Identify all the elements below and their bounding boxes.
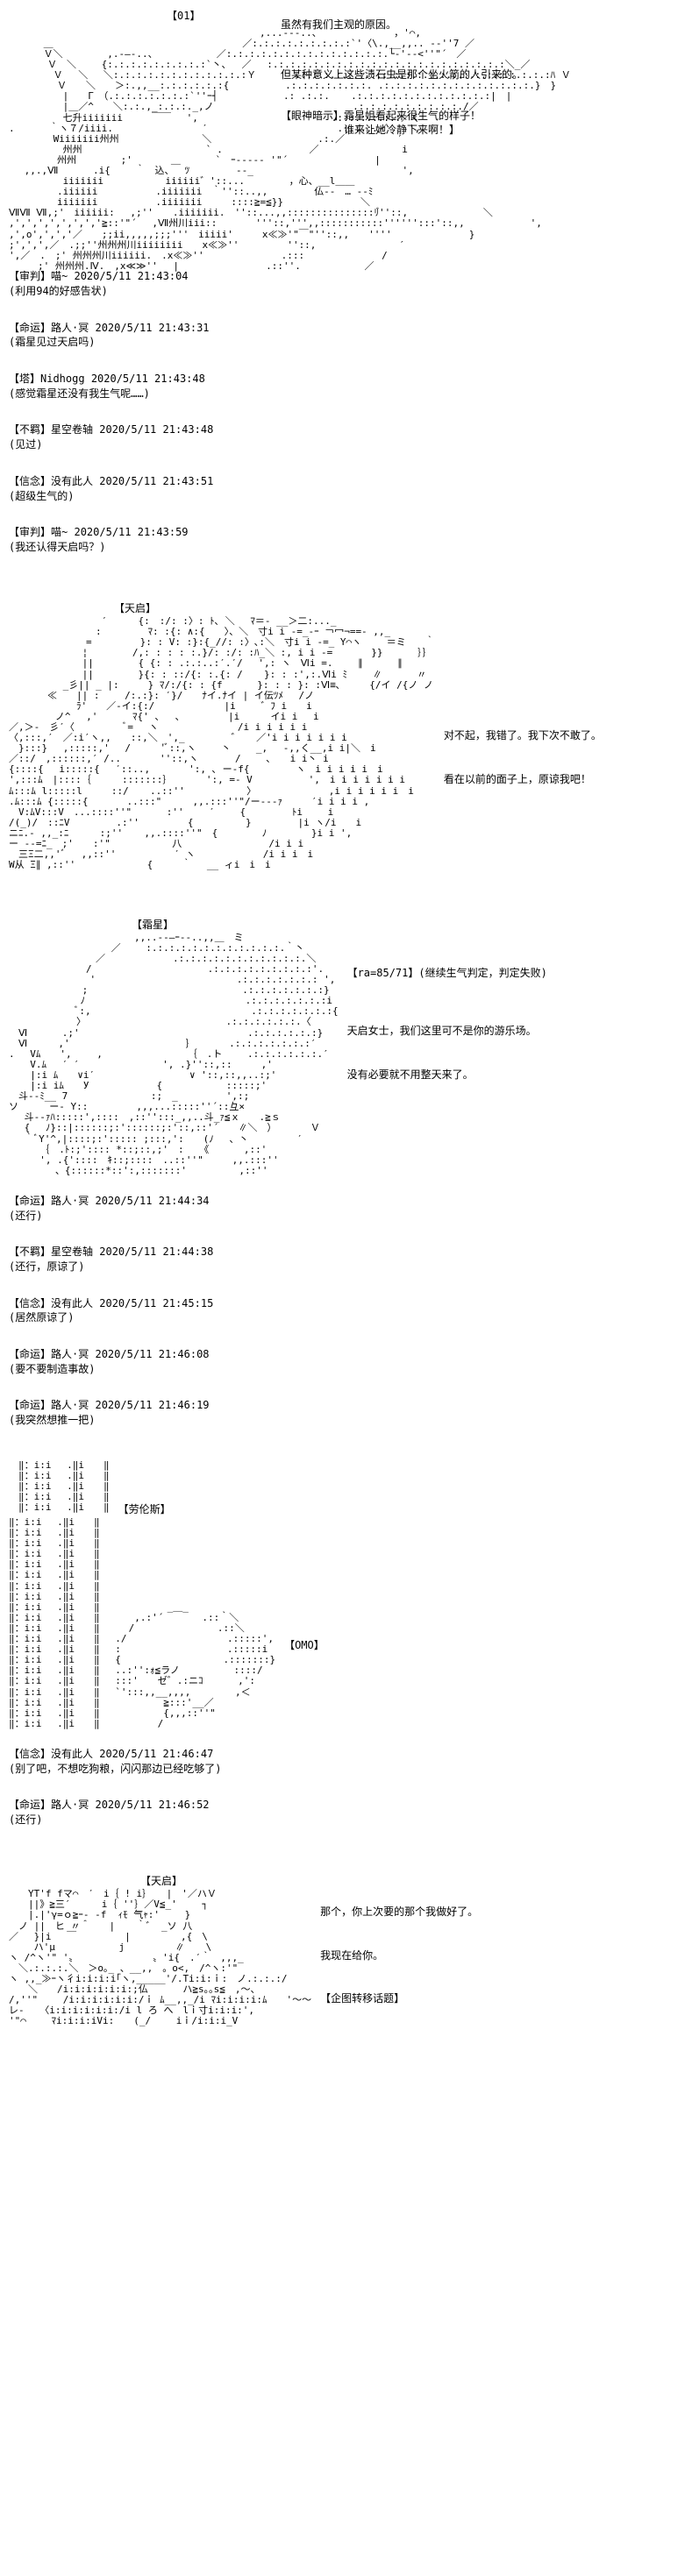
comment-tag: 【审判】喵~ — [9, 270, 68, 282]
comment-meta: 2020/5/11 21:43:59 — [74, 526, 188, 538]
comment-text: (还行) — [9, 1813, 42, 1826]
dialogue-2-1: 对不起，我错了。我下次不敢了。 — [444, 728, 602, 743]
comment-tag: 【命运】路人·冥 — [9, 1399, 89, 1411]
comment-text: (我突然想推一把) — [9, 1414, 95, 1426]
comments-block-1: 【审判】喵~ 2020/5/11 21:43:04 (利用94的好感告状) 【命运… — [9, 269, 683, 555]
comment-meta: 2020/5/11 21:43:31 — [95, 322, 209, 334]
comment-text: (我还认得天启吗？) — [9, 541, 105, 553]
comment-meta: 2020/5/11 21:46:47 — [99, 1748, 213, 1760]
comment-tag: 【塔】Nidhogg — [9, 373, 85, 385]
comment-tag: 【不羁】星空卷轴 — [9, 1245, 93, 1258]
comment-text: (感觉霜星还没有我生气呢……) — [9, 387, 150, 400]
comment-meta: 2020/5/11 21:44:34 — [95, 1195, 209, 1207]
dialogue-4-1: 【OMO】 — [284, 1638, 325, 1653]
comment-meta: 2020/5/11 21:46:19 — [95, 1399, 209, 1411]
comment-tag: 【信念】没有此人 — [9, 475, 93, 487]
comment-text: (别了吧，不想吃狗粮，闪闪那边已经吃够了) — [9, 1763, 221, 1775]
comment-tag: 【审判】喵~ — [9, 526, 68, 538]
comment-text: (霜星见过天启吗) — [9, 336, 95, 348]
comment-tag: 【信念】没有此人 — [9, 1748, 93, 1760]
section4-title: 【劳伦斯】 — [118, 1502, 171, 1517]
dialogue-2-2: 看在以前的面子上，原谅我吧！ — [444, 772, 602, 787]
dialogue-1-2: 但某种意义上这些渍石虫是那个坐火箭的人引来的。 — [281, 67, 631, 82]
comment-text: (还行) — [9, 1210, 42, 1222]
section5-title: 【天启】 — [140, 1874, 683, 1889]
dialogue-1-3: 【眼神暗示】霜星姐看起来很生气的样子！ 谁来让她冷静下来啊！】 — [281, 109, 631, 138]
comment-text: (还行，原谅了) — [9, 1260, 84, 1273]
section3-title: 【霜星】 — [132, 918, 683, 933]
dialogue-5-2: 我现在给你。 — [320, 1948, 478, 1963]
ascii-bar-top: ‖：i:i .‖i ‖ — [9, 1471, 683, 1481]
comment-tag: 【信念】没有此人 — [9, 1297, 93, 1309]
comments-block-2: 【命运】路人·冥 2020/5/11 21:44:34 (还行) 【不羁】星空卷轴… — [9, 1194, 683, 1428]
ascii-bar-top: ‖：i:i .‖i ‖ — [9, 1481, 683, 1492]
ascii-art-5: YΤ'f fマ⌒ ′ i｛ ! i｝ | '／ハＶ ||》≧三′ i｛ ''｝／… — [9, 1889, 311, 2026]
comment-meta: 2020/5/11 21:46:08 — [95, 1348, 209, 1360]
comment-tag: 【命运】路人·冥 — [9, 1799, 89, 1811]
comment-tag: 【不羁】星空卷轴 — [9, 423, 93, 436]
ascii-bar-top: ‖：i:i .‖i ‖ — [9, 1460, 683, 1471]
comment-text: (要不要制造事故) — [9, 1363, 95, 1375]
comment-tag: 【命运】路人·冥 — [9, 322, 89, 334]
comment-text: (见过) — [9, 438, 42, 451]
comment-meta: 2020/5/11 21:43:48 — [91, 373, 205, 385]
ascii-art-2: ′ {: :/: :〉: ﾄ､ ＼ ﾏ＝- __＞二:..._ : ﾏ: :{:… — [9, 616, 435, 870]
comment-meta: 2020/5/11 21:44:38 — [99, 1245, 213, 1258]
comment-meta: 2020/5/11 21:43:48 — [99, 423, 213, 436]
section2-title: 【天启】 — [114, 601, 683, 616]
dialogue-5-1: 那个，你上次要的那个我做好了。 — [320, 1905, 478, 1920]
comment-text: (居然原谅了) — [9, 1311, 74, 1323]
dialogue-1-1: 虽然有我们主观的原因。 — [281, 18, 631, 32]
comment-text: (利用94的好感告状) — [9, 285, 108, 297]
dialogue-5-3: 【企图转移话题】 — [320, 1991, 478, 2006]
dialogue-3-roll: 【ra=85/71】(继续生气判定，判定失败) — [347, 966, 547, 981]
comment-meta: 2020/5/11 21:43:51 — [99, 475, 213, 487]
comment-tag: 【命运】路人·冥 — [9, 1195, 89, 1207]
dialogue-3-1: 天启女士，我们这里可不是你的游乐场。 — [347, 1024, 547, 1039]
comment-tag: 【命运】路人·冥 — [9, 1348, 89, 1360]
comment-meta: 2020/5/11 21:45:15 — [99, 1297, 213, 1309]
ascii-art-3: ,,..--―ｰ--..,,＿ ミ ／ :.:.:.:.:.:.:.:.:.:.… — [9, 933, 339, 1176]
ascii-art-4: ‖：i:i .‖i ‖ ‖：i:i .‖i ‖ ‖：i:i .‖i ‖ ‖：i:… — [9, 1517, 275, 1729]
comments-block-3: 【信念】没有此人 2020/5/11 21:46:47 (别了吧，不想吃狗粮，闪闪… — [9, 1747, 683, 1827]
comment-text: (超级生气的) — [9, 490, 74, 502]
comment-meta: 2020/5/11 21:46:52 — [95, 1799, 209, 1811]
ascii-bar-label: ‖：i:i .‖i ‖ — [9, 1502, 110, 1517]
dialogue-3-2: 没有必要就不用整天来了。 — [347, 1068, 547, 1082]
ascii-bar-top: ‖：i:i .‖i ‖ — [9, 1492, 683, 1502]
comment-meta: 2020/5/11 21:43:04 — [74, 270, 188, 282]
